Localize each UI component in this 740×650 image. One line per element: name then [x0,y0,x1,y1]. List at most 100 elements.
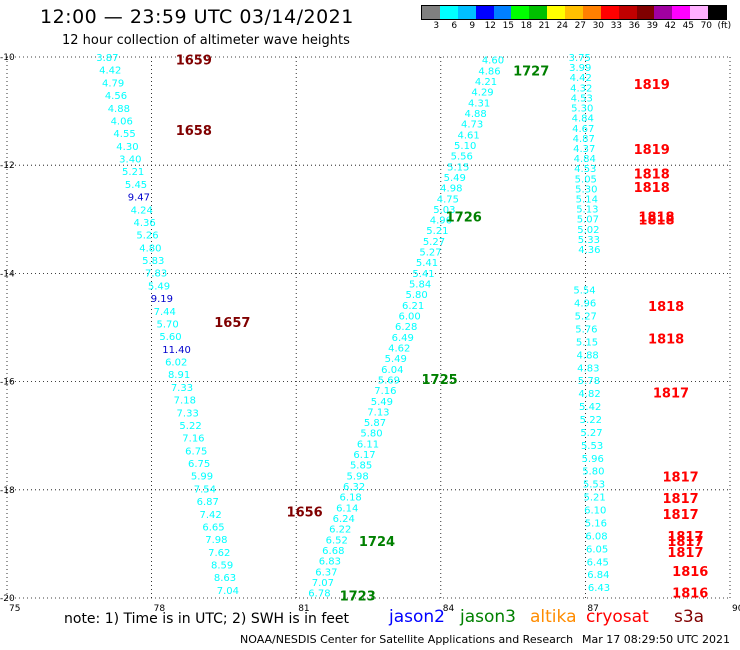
wave-height-value: 6.02 [165,358,187,369]
colorbar-label: 39 [646,21,659,31]
pass-time-label: 1725 [422,373,458,388]
longitude-label: 87 [587,604,598,614]
wave-height-value: 7.16 [182,434,204,445]
wave-height-value: 4.21 [475,77,497,88]
wave-height-value: 5.27 [575,312,597,323]
wave-height-value: 4.31 [468,98,490,109]
pass-time-label: 1817 [663,492,699,507]
wave-height-value: 7.16 [374,386,396,397]
wave-height-value: 5.53 [581,441,603,452]
wave-height-value: 6.75 [188,459,210,470]
pass-time-label: 1817 [667,535,703,550]
wave-height-value: 4.84 [572,114,594,125]
wave-height-value: 4.24 [131,205,153,216]
wave-height-value: 5.30 [575,184,597,195]
wave-height-value: 6.18 [340,493,362,504]
wave-height-value: 6.49 [392,333,414,344]
wave-height-value: 6.24 [333,514,355,525]
wave-height-value: 6.83 [319,557,341,568]
pass-time-label: 1657 [214,316,250,331]
pass-time-label: 1727 [513,65,549,80]
pass-time-label: 1658 [176,124,212,139]
colorbar-swatch [547,6,565,19]
pass-time-label: 1656 [287,505,323,520]
wave-height-value: 5.49 [148,281,170,292]
wave-height-value: 5.41 [416,258,438,269]
wave-height-value: 5.56 [451,152,473,163]
wave-height-value: 5.05 [575,174,597,185]
wave-height-value: 5.69 [378,375,400,386]
colorbar-swatch [618,6,637,19]
latitude-label: -20 [0,594,15,604]
satellite-tracks: 3.874.424.794.564.884.064.554.303.405.21… [96,53,610,600]
wave-height-value: 5.78 [578,376,600,387]
wave-height-value: 7.83 [145,269,167,280]
wave-height-value: 7.18 [174,396,196,407]
pass-time-label: 1818 [634,167,670,182]
map-subtitle: 12 hour collection of altimeter wave hei… [62,33,350,48]
wave-height-value: 7.04 [217,586,239,597]
wave-height-value: 7.07 [312,578,334,589]
wave-height-value: 5.85 [350,461,372,472]
wave-height-value: 5.70 [156,319,178,330]
wave-height-value: 6.75 [185,446,207,457]
pass-time-label: 1817 [663,470,699,485]
wave-height-value: 5.96 [582,454,604,465]
wave-height-value: 9.19 [151,294,173,305]
map-title: 12:00 — 23:59 UTC 03/14/2021 [40,6,354,28]
pass-time-label: 1819 [634,143,670,158]
axis-labels: 75 78 81 84 87 90 -10 -12 -14 -16 -18 -20 [0,53,740,614]
latitude-label: -18 [0,486,15,496]
wave-height-value: 5.27 [419,248,441,259]
wave-height-value: 5.14 [576,195,598,206]
colorbar-label: 27 [574,21,587,31]
wave-height-value: 4.53 [574,164,596,175]
mission-legend-altika: altika [530,607,577,627]
wave-height-value: 4.88 [108,104,130,115]
wave-height-value: 4.80 [139,243,161,254]
wave-height-value: 8.63 [214,573,236,584]
wave-height-value: 4.37 [573,144,595,155]
wave-height-value: 5.49 [371,397,393,408]
wave-height-value: 6.68 [322,546,344,557]
wave-height-value: 6.22 [329,525,351,536]
wave-height-value: 5.27 [423,237,445,248]
colorbar-swatch [690,6,708,19]
wave-height-value: 7.44 [154,307,176,318]
wave-height-value: 5.80 [360,429,382,440]
wave-height-value: 8.59 [211,561,233,572]
colorbar-label: 36 [628,21,641,31]
colorbar-swatch [511,6,530,19]
wave-height-value: 7.42 [200,510,222,521]
wave-height-value: 6.78 [308,589,330,600]
wave-height-value: 3.40 [119,155,141,166]
colorbar-label: 45 [682,21,695,31]
colorbar-swatch [457,6,476,19]
wave-height-value: 7.98 [205,535,227,546]
colorbar-swatch [582,6,601,19]
pass-time-label: 1817 [667,530,703,545]
pass-time-label: 1816 [672,565,708,580]
wave-height-value: 7.54 [194,484,216,495]
wave-height-value: 6.11 [357,439,379,450]
colorbar-label: 3 [433,21,440,31]
wave-height-value: 11.40 [162,345,191,356]
wave-height-value: 4.88 [577,350,599,361]
colorbar-label: 9 [469,21,476,31]
wave-height-value: 5.16 [585,518,607,529]
colorbar-label: 70 [700,21,713,31]
wave-height-value: 5.98 [346,471,368,482]
wave-height-value: 5.21 [426,226,448,237]
wave-height-value: 5.49 [444,173,466,184]
longitude-label: 90 [732,604,740,614]
wave-height-value: 6.00 [399,311,421,322]
wave-height-value: 6.17 [353,450,375,461]
pass-time-label: 1818 [648,332,684,347]
wave-height-value: 5.33 [578,235,600,246]
map-grid [6,56,731,599]
colorbar-labels: 3 6 9 12 15 18 21 24 27 30 33 36 39 42 45 70 (ft) [421,21,731,35]
wave-height-value: 4.79 [102,78,124,89]
wave-height-value: 6.10 [584,506,606,517]
footer-note: note: 1) Time is in UTC; 2) SWH is in fe… [64,611,350,627]
